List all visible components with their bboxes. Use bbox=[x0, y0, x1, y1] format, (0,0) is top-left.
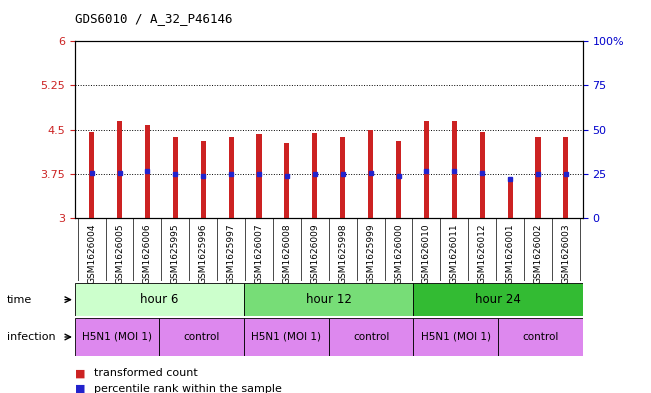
Bar bbox=[75, 283, 244, 316]
Text: GSM1625996: GSM1625996 bbox=[199, 223, 208, 284]
Bar bbox=[256, 134, 262, 218]
Text: ■: ■ bbox=[75, 368, 85, 378]
Bar bbox=[284, 143, 290, 218]
Bar bbox=[173, 137, 178, 218]
Text: GDS6010 / A_32_P46146: GDS6010 / A_32_P46146 bbox=[75, 12, 232, 25]
Text: GSM1626004: GSM1626004 bbox=[87, 223, 96, 284]
Bar bbox=[117, 121, 122, 218]
Text: GSM1626006: GSM1626006 bbox=[143, 223, 152, 284]
Bar bbox=[75, 318, 159, 356]
Bar bbox=[413, 283, 583, 316]
Bar bbox=[229, 137, 234, 218]
Text: ■: ■ bbox=[75, 384, 85, 393]
Bar bbox=[508, 178, 512, 218]
Text: GSM1626008: GSM1626008 bbox=[283, 223, 292, 284]
Text: infection: infection bbox=[7, 332, 55, 342]
Text: control: control bbox=[184, 332, 220, 342]
Text: GSM1625995: GSM1625995 bbox=[171, 223, 180, 284]
Text: GSM1625997: GSM1625997 bbox=[227, 223, 236, 284]
Text: GSM1626000: GSM1626000 bbox=[394, 223, 403, 284]
Bar bbox=[312, 133, 317, 218]
Text: GSM1626010: GSM1626010 bbox=[422, 223, 431, 284]
Bar bbox=[536, 137, 540, 218]
Text: control: control bbox=[353, 332, 389, 342]
Text: H5N1 (MOI 1): H5N1 (MOI 1) bbox=[82, 332, 152, 342]
Bar bbox=[89, 132, 94, 218]
Bar bbox=[368, 130, 373, 218]
Bar bbox=[452, 121, 457, 218]
Text: GSM1626001: GSM1626001 bbox=[506, 223, 514, 284]
Text: control: control bbox=[522, 332, 559, 342]
Text: hour 24: hour 24 bbox=[475, 293, 521, 306]
Bar bbox=[498, 318, 583, 356]
Text: GSM1626002: GSM1626002 bbox=[534, 223, 542, 284]
Text: GSM1626009: GSM1626009 bbox=[311, 223, 319, 284]
Bar bbox=[563, 137, 568, 218]
Bar bbox=[329, 318, 413, 356]
Text: hour 12: hour 12 bbox=[306, 293, 352, 306]
Text: time: time bbox=[7, 295, 32, 305]
Bar bbox=[244, 283, 413, 316]
Text: GSM1625998: GSM1625998 bbox=[339, 223, 347, 284]
Text: hour 6: hour 6 bbox=[141, 293, 178, 306]
Bar bbox=[480, 132, 485, 218]
Text: GSM1626012: GSM1626012 bbox=[478, 223, 487, 284]
Text: H5N1 (MOI 1): H5N1 (MOI 1) bbox=[251, 332, 322, 342]
Text: GSM1626005: GSM1626005 bbox=[115, 223, 124, 284]
Bar bbox=[145, 125, 150, 218]
Bar bbox=[201, 141, 206, 218]
Bar bbox=[340, 137, 345, 218]
Bar bbox=[413, 318, 498, 356]
Text: GSM1626011: GSM1626011 bbox=[450, 223, 459, 284]
Text: GSM1625999: GSM1625999 bbox=[366, 223, 375, 284]
Text: transformed count: transformed count bbox=[94, 368, 198, 378]
Text: percentile rank within the sample: percentile rank within the sample bbox=[94, 384, 283, 393]
Bar bbox=[244, 318, 329, 356]
Bar bbox=[396, 141, 401, 218]
Text: GSM1626003: GSM1626003 bbox=[561, 223, 570, 284]
Bar bbox=[424, 121, 429, 218]
Text: H5N1 (MOI 1): H5N1 (MOI 1) bbox=[421, 332, 491, 342]
Bar bbox=[159, 318, 244, 356]
Text: GSM1626007: GSM1626007 bbox=[255, 223, 264, 284]
